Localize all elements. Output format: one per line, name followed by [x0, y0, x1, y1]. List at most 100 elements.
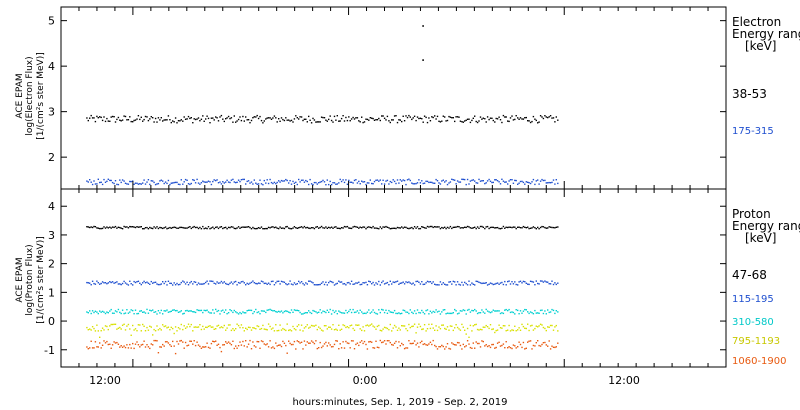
electron-legend-title: Electron — [732, 15, 781, 29]
point-proton-115-195 — [121, 282, 124, 285]
point-electron-38-53 — [333, 115, 336, 118]
point-proton-47-68 — [267, 226, 270, 229]
point-electron-175-315 — [376, 179, 379, 181]
point-proton-115-195 — [309, 280, 311, 282]
point-electron-38-53 — [382, 115, 384, 117]
point-proton-795-1193 — [539, 323, 542, 325]
point-electron-38-53 — [109, 120, 111, 122]
point-proton-310-580 — [346, 312, 349, 314]
point-proton-1060-1900 — [491, 343, 493, 346]
point-electron-175-315 — [96, 183, 98, 185]
point-proton-1060-1900 — [257, 341, 260, 343]
point-electron-38-53 — [346, 119, 349, 122]
point-electron-38-53 — [441, 120, 443, 122]
point-proton-1060-1900 — [134, 343, 137, 345]
point-electron-175-315 — [223, 182, 225, 184]
point-electron-175-315 — [209, 181, 211, 183]
point-proton-1060-1900 — [527, 341, 529, 343]
point-proton-310-580 — [405, 311, 407, 313]
point-electron-38-53 — [197, 117, 200, 119]
point-proton-47-68 — [499, 228, 502, 230]
point-proton-795-1193 — [434, 329, 436, 331]
point-electron-175-315 — [308, 183, 310, 186]
point-proton-47-68 — [502, 225, 505, 228]
point-proton-310-580 — [330, 313, 333, 315]
point-proton-310-580 — [132, 309, 134, 312]
point-proton-1060-1900 — [139, 346, 141, 348]
point-electron-38-53 — [355, 117, 357, 119]
point-proton-795-1193 — [276, 330, 278, 332]
point-electron-175-315 — [426, 180, 429, 183]
point-proton-115-195 — [129, 280, 131, 282]
point-proton-47-68 — [99, 227, 101, 230]
point-proton-47-68 — [486, 225, 489, 228]
point-proton-1060-1900 — [252, 341, 254, 343]
point-electron-175-315 — [408, 178, 410, 180]
point-proton-1060-1900 — [282, 340, 284, 343]
point-proton-115-195 — [206, 280, 208, 282]
electron-legend-unit: [keV] — [745, 39, 776, 53]
point-proton-47-68 — [458, 226, 460, 228]
point-electron-38-53 — [452, 117, 454, 119]
point-proton-795-1193 — [504, 325, 506, 327]
point-electron-175-315 — [547, 182, 549, 184]
point-electron-175-315 — [255, 182, 257, 184]
point-electron-175-315 — [121, 179, 124, 181]
point-proton-795-1193 — [372, 325, 374, 327]
point-proton-310-580 — [408, 312, 410, 315]
point-proton-1060-1900 — [322, 345, 324, 347]
point-proton-115-195 — [403, 283, 406, 285]
point-electron-175-315 — [288, 182, 290, 184]
point-proton-310-580 — [226, 313, 228, 315]
point-proton-47-68 — [279, 226, 281, 228]
point-proton-795-1193 — [245, 327, 247, 329]
point-electron-38-53 — [269, 117, 271, 119]
point-proton-1060-1900 — [442, 345, 444, 348]
point-proton-310-580 — [358, 312, 360, 314]
point-proton-310-580 — [462, 309, 464, 311]
point-proton-310-580 — [239, 311, 241, 314]
point-electron-175-315 — [179, 183, 181, 186]
point-proton-310-580 — [275, 310, 277, 313]
point-proton-115-195 — [451, 283, 453, 285]
point-proton-310-580 — [434, 311, 436, 313]
point-proton-47-68 — [216, 226, 218, 228]
point-proton-795-1193 — [288, 329, 290, 332]
point-electron-38-53 — [236, 120, 238, 122]
point-proton-310-580 — [505, 308, 507, 311]
point-proton-115-195 — [383, 283, 386, 285]
point-electron-38-53 — [391, 119, 393, 121]
point-proton-1060-1900 — [332, 345, 334, 348]
point-proton-310-580 — [512, 311, 515, 314]
point-proton-795-1193 — [342, 324, 344, 326]
point-proton-47-68 — [154, 227, 157, 229]
point-proton-310-580 — [474, 308, 476, 311]
point-proton-1060-1900 — [89, 347, 91, 349]
point-proton-115-195 — [144, 282, 147, 284]
point-electron-175-315 — [237, 179, 240, 181]
point-proton-795-1193 — [409, 326, 411, 329]
point-proton-310-580 — [521, 312, 523, 314]
point-proton-1060-1900 — [409, 342, 411, 345]
point-proton-310-580 — [401, 312, 403, 315]
point-electron-175-315 — [243, 178, 245, 181]
point-proton-47-68 — [434, 226, 436, 228]
point-proton-115-195 — [361, 283, 363, 286]
point-electron-175-315 — [381, 183, 383, 185]
point-electron-175-315 — [323, 181, 326, 183]
point-electron-175-315 — [300, 179, 303, 181]
point-proton-115-195 — [107, 282, 109, 284]
point-electron-38-53 — [232, 121, 234, 123]
point-electron-175-315 — [529, 182, 532, 185]
point-proton-115-195 — [127, 284, 130, 286]
point-electron-175-315 — [174, 181, 177, 184]
point-proton-795-1193 — [197, 326, 200, 328]
point-proton-795-1193 — [87, 329, 89, 331]
point-electron-175-315 — [412, 183, 414, 185]
point-proton-310-580 — [232, 311, 234, 314]
point-electron-175-315 — [353, 179, 356, 182]
point-proton-795-1193 — [144, 330, 147, 332]
point-proton-1060-1900 — [396, 347, 399, 349]
point-proton-115-195 — [116, 281, 118, 283]
point-electron-175-315 — [551, 181, 553, 184]
